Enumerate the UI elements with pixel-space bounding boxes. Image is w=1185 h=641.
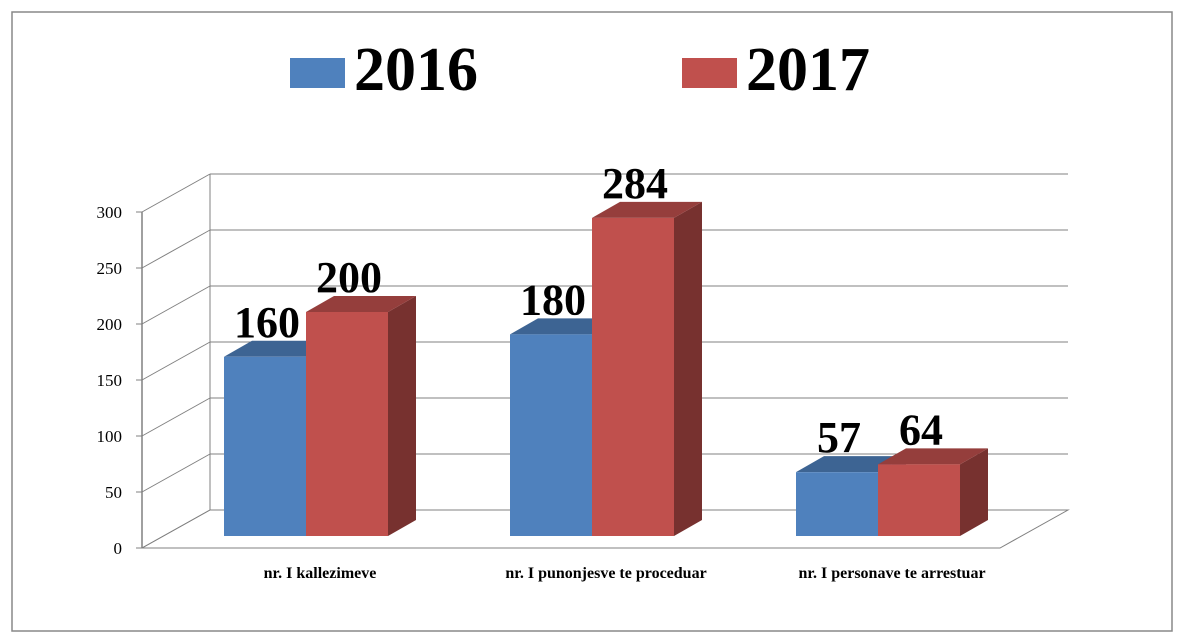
grid-line — [141, 285, 211, 325]
grid-line — [141, 341, 211, 381]
data-label: 64 — [899, 405, 943, 454]
bar — [510, 334, 592, 536]
bar — [796, 472, 878, 536]
bar — [224, 356, 306, 536]
grid-line — [141, 397, 211, 437]
bar-top — [878, 448, 988, 465]
y-tick-label: 100 — [97, 427, 123, 446]
bar-side — [388, 296, 416, 536]
bar — [306, 312, 388, 536]
data-label: 160 — [234, 298, 300, 347]
x-tick-label: nr. I punonjesve te proceduar — [505, 565, 707, 582]
grid-line — [141, 453, 211, 493]
grid-line — [141, 229, 211, 269]
y-tick-label: 150 — [97, 371, 123, 390]
bar — [592, 217, 674, 537]
grid-line — [141, 173, 211, 213]
y-tick-label: 50 — [105, 483, 122, 502]
data-label: 200 — [316, 253, 382, 302]
data-label: 57 — [817, 413, 861, 462]
y-tick-label: 250 — [97, 259, 123, 278]
legend-swatch — [290, 58, 345, 88]
bar-top — [592, 201, 702, 218]
x-tick-label: nr. I personave te arrestuar — [798, 565, 986, 582]
y-tick-label: 300 — [97, 203, 123, 222]
grid-line — [141, 509, 211, 549]
bar-side — [674, 201, 702, 537]
data-label: 284 — [602, 159, 668, 208]
legend-label: 2016 — [354, 36, 478, 104]
y-tick-label: 200 — [97, 315, 123, 334]
legend-swatch — [682, 58, 737, 88]
x-tick-label: nr. I kallezimeve — [263, 565, 377, 582]
data-label: 180 — [520, 275, 586, 324]
y-tick-label: 0 — [114, 539, 123, 558]
bar-top — [306, 296, 416, 312]
bar — [878, 464, 960, 536]
legend-label: 2017 — [746, 36, 870, 104]
bar-side — [960, 448, 988, 536]
